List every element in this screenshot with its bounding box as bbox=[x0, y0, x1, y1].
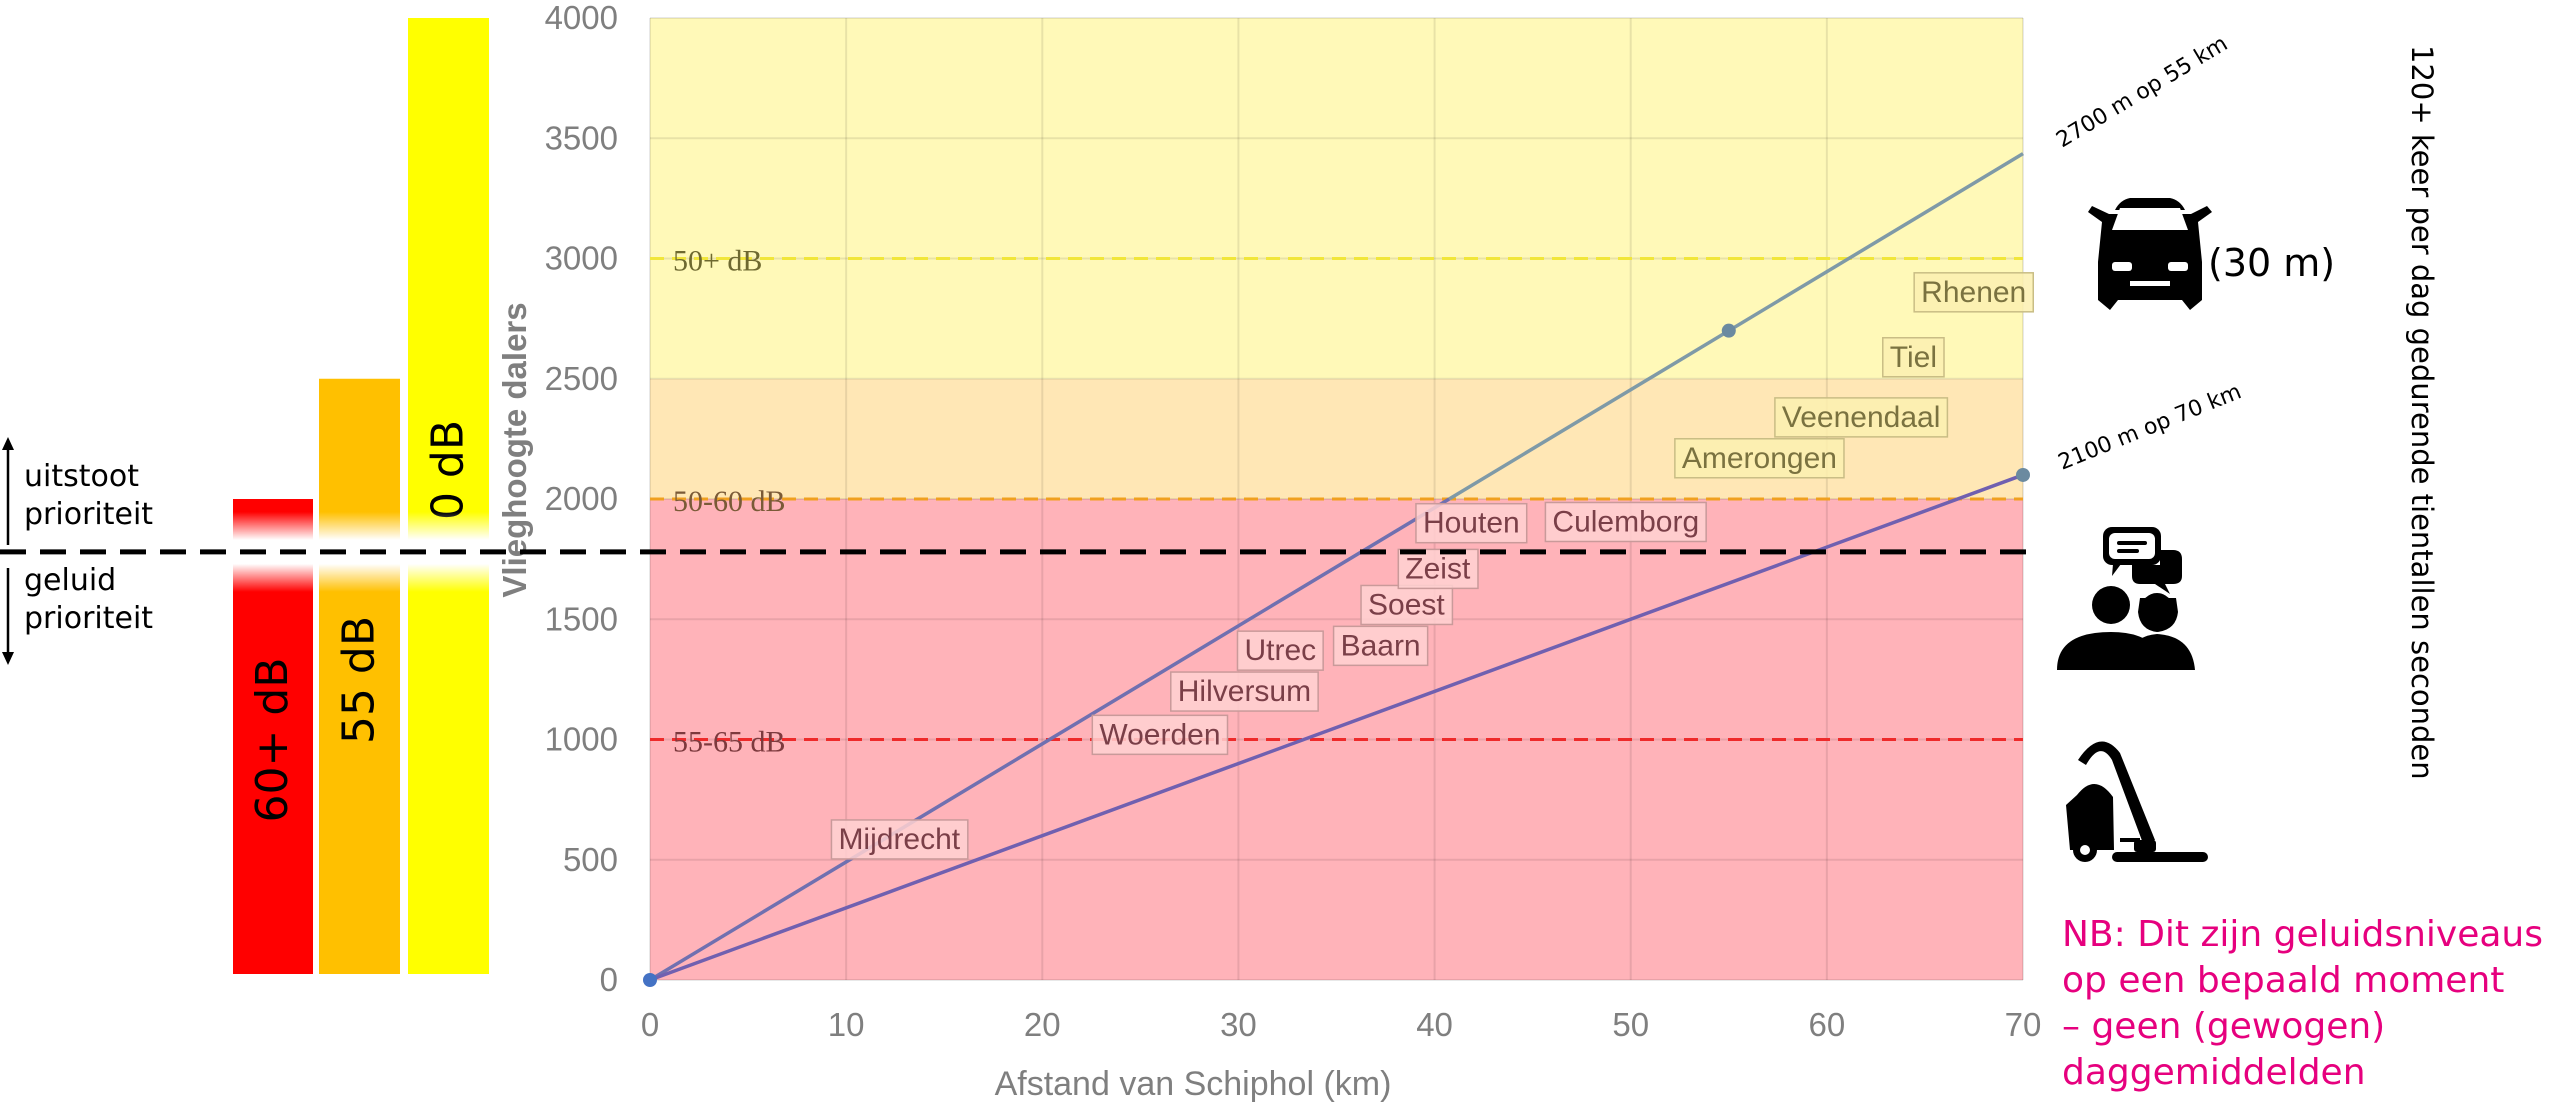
place-label-box bbox=[1913, 272, 2035, 313]
place-label-box bbox=[1774, 397, 1949, 438]
place-label-text: Amerongen bbox=[1682, 442, 1837, 475]
place-label-mijdrecht: Mijdrecht bbox=[830, 819, 969, 860]
series-marker-0 bbox=[1721, 323, 1736, 338]
x-tick-label-10: 10 bbox=[828, 1006, 865, 1043]
series-line-0-lower bbox=[649, 497, 1451, 982]
place-label-box bbox=[1882, 337, 1945, 378]
y-tick-label-4000: 4000 bbox=[545, 0, 618, 36]
place-label-box bbox=[1091, 714, 1229, 756]
x-tick-label-40: 40 bbox=[1416, 1006, 1453, 1043]
place-label-zeist: Zeist bbox=[1397, 548, 1479, 590]
x-tick-label-20: 20 bbox=[1024, 1006, 1061, 1043]
place-label-baarn: Baarn bbox=[1332, 625, 1429, 667]
reference-lines: 50+ dB 50-60 dB 55-65 dB bbox=[650, 245, 2023, 759]
left-bar-label-2: 0 dB bbox=[423, 420, 474, 520]
priority-arrows bbox=[2, 437, 14, 665]
place-label-veenendaal: Veenendaal bbox=[1774, 397, 1949, 438]
place-label-text: Utrec bbox=[1244, 634, 1316, 667]
reference-label-2: 55-65 dB bbox=[673, 726, 786, 759]
place-label-hilversum: Hilversum bbox=[1170, 671, 1319, 712]
x-tick-label-50: 50 bbox=[1612, 1006, 1649, 1043]
series-marker-1 bbox=[2016, 467, 2030, 482]
place-label-box bbox=[1674, 438, 1845, 479]
place-label-text: Tiel bbox=[1890, 341, 1937, 374]
axis-ticks: 0 10 20 30 40 50 60 70 0 500 1000 1500 2000 2500 3000 3… bbox=[545, 0, 2042, 1043]
altitude-lines bbox=[643, 152, 2030, 987]
place-label-rhenen: Rhenen bbox=[1913, 272, 2035, 313]
reference-label-0: 50+ dB bbox=[673, 245, 762, 278]
place-label-text: Culemborg bbox=[1552, 505, 1699, 538]
place-label-text: Rhenen bbox=[1921, 276, 2026, 309]
car-icon bbox=[2088, 198, 2212, 310]
x-tick-label-30: 30 bbox=[1220, 1006, 1257, 1043]
nb-note-line2: op een bepaald moment bbox=[2062, 960, 2505, 1001]
place-label-box bbox=[1544, 501, 1707, 543]
nb-note-line1: NB: Dit zijn geluidsniveaus bbox=[2062, 914, 2543, 955]
place-label-box bbox=[1415, 502, 1528, 544]
priority-upper-line2: prioriteit bbox=[24, 497, 153, 532]
left-bar-label-1: 55 dB bbox=[334, 616, 385, 744]
y-tick-label-1500: 1500 bbox=[545, 600, 618, 637]
place-label-utrec: Utrec bbox=[1236, 630, 1324, 671]
place-label-amerongen: Amerongen bbox=[1674, 438, 1845, 479]
x-tick-label-0: 0 bbox=[641, 1006, 659, 1043]
place-label-text: Baarn bbox=[1341, 629, 1421, 662]
priority-lower-line2: prioriteit bbox=[24, 601, 153, 636]
place-label-tiel: Tiel bbox=[1882, 337, 1945, 378]
car-distance-label: (30 m) bbox=[2208, 241, 2335, 285]
left-noise-bars: 60+ dB 55 dB 0 dB bbox=[233, 18, 489, 974]
x-tick-label-60: 60 bbox=[1808, 1006, 1845, 1043]
place-label-houten: Houten bbox=[1415, 502, 1528, 544]
priority-lower-line1: geluid bbox=[24, 563, 116, 598]
priority-upper-line1: uitstoot bbox=[24, 459, 139, 494]
series-line-1 bbox=[649, 473, 2024, 982]
y-tick-label-2500: 2500 bbox=[545, 360, 618, 397]
line2-end-annotation: 2100 m op 70 km bbox=[2055, 379, 2245, 475]
left-bar-1 bbox=[319, 378, 400, 974]
place-label-woerden: Woerden bbox=[1091, 714, 1229, 756]
place-label-box bbox=[830, 819, 969, 860]
y-axis-label: Vlieghoogte dalers bbox=[496, 302, 533, 597]
place-label-box bbox=[1170, 671, 1319, 712]
place-label-culemborg: Culemborg bbox=[1544, 501, 1707, 543]
place-label-text: Hilversum bbox=[1178, 675, 1311, 708]
place-label-box bbox=[1236, 630, 1324, 671]
nb-note: NB: Dit zijn geluidsniveaus op een bepaa… bbox=[2062, 912, 2552, 1096]
conversation-icon bbox=[2057, 527, 2195, 670]
left-bar-label-0: 60+ dB bbox=[247, 658, 298, 823]
origin-point bbox=[643, 973, 657, 987]
noise-band-2 bbox=[650, 18, 2023, 379]
series-line-0-upper bbox=[1448, 152, 2024, 501]
nb-note-line3: – geen (gewogen) bbox=[2062, 1006, 2386, 1047]
place-label-text: Houten bbox=[1423, 507, 1520, 540]
y-tick-label-2000: 2000 bbox=[545, 480, 618, 517]
place-label-text: Soest bbox=[1368, 588, 1445, 621]
reference-label-1: 50-60 dB bbox=[673, 485, 786, 518]
y-tick-label-0: 0 bbox=[600, 961, 618, 998]
place-label-soest: Soest bbox=[1360, 584, 1454, 626]
x-axis-label: Afstand van Schiphol (km) bbox=[995, 1065, 1392, 1103]
place-label-box bbox=[1332, 625, 1429, 667]
y-tick-label-3000: 3000 bbox=[545, 240, 618, 277]
y-tick-label-3500: 3500 bbox=[545, 119, 618, 156]
place-label-text: Veenendaal bbox=[1782, 401, 1941, 434]
x-tick-label-70: 70 bbox=[2005, 1006, 2042, 1043]
place-label-text: Mijdrecht bbox=[838, 823, 960, 856]
y-tick-label-1000: 1000 bbox=[545, 721, 618, 758]
nb-note-line4: daggemiddelden bbox=[2062, 1052, 2366, 1093]
line1-end-annotation: 2700 m op 55 km bbox=[2052, 31, 2232, 153]
left-bar-2 bbox=[408, 18, 489, 974]
vacuum-cleaner-icon bbox=[2066, 741, 2208, 862]
place-label-text: Woerden bbox=[1099, 718, 1220, 751]
place-label-box bbox=[1360, 584, 1454, 626]
place-label-box bbox=[1397, 548, 1479, 590]
place-labels: Mijdrecht Woerden Hilversum Utrec Baarn Soest… bbox=[830, 272, 2035, 860]
frequency-vertical-text: 120+ keer per dag gedurende tientallen s… bbox=[2405, 45, 2439, 780]
place-label-text: Zeist bbox=[1405, 552, 1471, 585]
y-tick-label-500: 500 bbox=[563, 841, 618, 878]
